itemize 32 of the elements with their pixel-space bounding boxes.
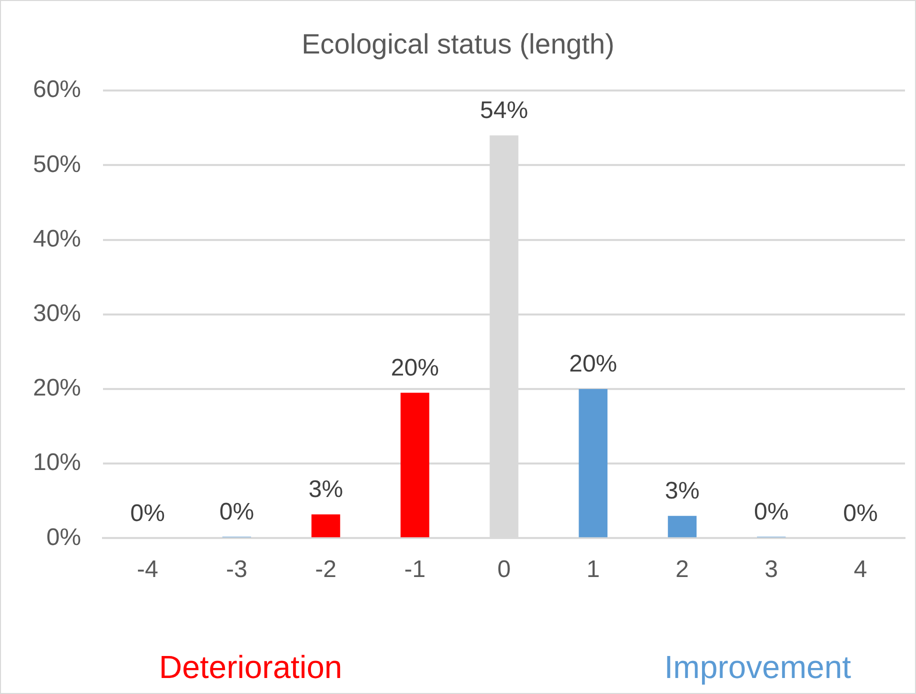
data-label: 20% (569, 350, 618, 378)
bar (668, 516, 697, 538)
x-tick-label: 0 (497, 556, 511, 584)
x-tick-label: -3 (226, 556, 248, 584)
x-tick-label: 2 (676, 556, 689, 584)
x-tick-label: 3 (764, 556, 778, 584)
bar (311, 514, 340, 538)
x-tick-label: 1 (586, 556, 600, 584)
x-tick-label: -2 (315, 556, 336, 584)
chart-title: Ecological status (length) (302, 28, 614, 60)
data-label: 3% (308, 476, 344, 503)
x-tick-label: -1 (404, 556, 426, 584)
data-label: 54% (480, 96, 528, 124)
bar (578, 389, 608, 538)
y-tick-label: 0% (46, 524, 82, 551)
y-tick-label: 60% (32, 76, 82, 104)
text: Deterioration (159, 649, 342, 686)
data-label: 3% (664, 477, 700, 504)
y-tick-label: 40% (32, 225, 82, 252)
text: Improvement (664, 649, 851, 686)
data-label: 20% (390, 354, 439, 382)
x-tick-label: 4 (854, 556, 868, 584)
y-tick-label: 30% (32, 300, 82, 328)
y-tick-label: 20% (32, 374, 82, 402)
x-tick-label: -4 (136, 556, 158, 584)
y-tick-label: 10% (32, 449, 82, 476)
y-tick-label: 50% (32, 150, 82, 178)
data-label: 0% (754, 498, 789, 526)
data-label: 0% (843, 500, 878, 527)
bar (400, 392, 430, 538)
data-label: 0% (219, 498, 254, 526)
data-label: 0% (130, 500, 165, 527)
